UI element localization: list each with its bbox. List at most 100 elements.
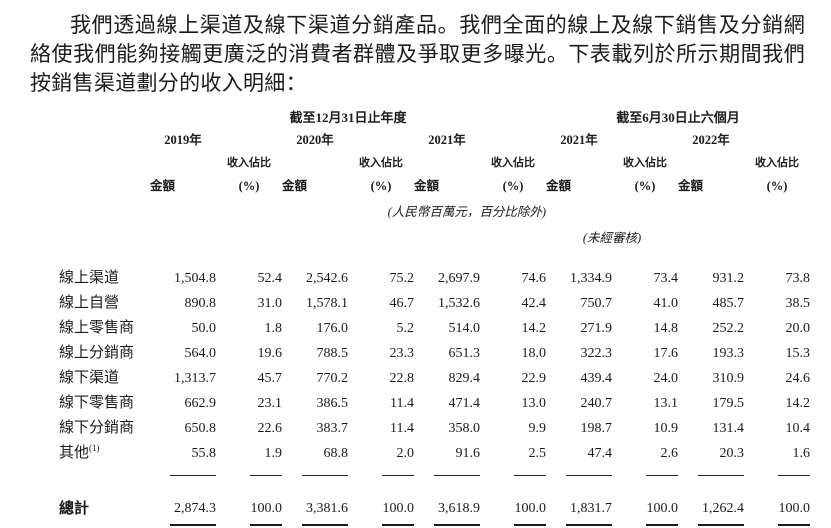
cell-value: 17.6	[653, 346, 679, 361]
cell-value: 75.2	[389, 271, 415, 286]
total-value: 100.0	[250, 501, 283, 516]
cell-value: 24.0	[653, 371, 679, 386]
cell-value: 73.4	[653, 271, 679, 286]
cell-value: 271.9	[580, 321, 613, 336]
cell-value: 31.0	[257, 296, 283, 311]
total-value: 2,874.3	[174, 501, 216, 516]
cell-value: 358.0	[448, 421, 481, 436]
row-label: 線上零售商	[59, 320, 135, 336]
share-header: 收入佔比	[755, 157, 799, 169]
total-value: 100.0	[778, 501, 811, 516]
cell-value: 11.4	[390, 396, 414, 411]
total-value: 100.0	[646, 501, 679, 516]
amount-percent-header-row: 金額 (%) 金額 (%) 金額 (%) 金額 (%) 金額 (%)	[59, 170, 810, 194]
cell-value: 1,334.9	[570, 271, 612, 286]
cell-value: 471.4	[448, 396, 481, 411]
cell-value: 750.7	[580, 296, 613, 311]
table-row: 線上零售商 50.0 1.8 176.0 5.2 514.0 14.2 271.9 14.8 25…	[59, 315, 810, 340]
rule-cell	[678, 465, 744, 481]
amount-rule	[302, 523, 348, 528]
cell-value: 829.4	[448, 371, 481, 386]
amount-header: 金額	[678, 179, 704, 193]
cell-value: 1.6	[792, 446, 811, 461]
total-row: 總計 2,874.3 100.0 3,381.6 100.0 3,618.9 100.0 1,…	[59, 497, 810, 519]
cell-value: 47.4	[587, 446, 613, 461]
cell-value: 240.7	[580, 396, 613, 411]
cell-value: 1,578.1	[306, 296, 348, 311]
row-label: 線下渠道	[59, 370, 120, 386]
group-header-annual: 截至12月31日止年度	[289, 110, 407, 125]
amount-header: 金額	[546, 179, 572, 193]
cell-value: 11.4	[390, 421, 414, 436]
cell-value: 14.2	[521, 321, 547, 336]
amount-header: 金額	[414, 179, 440, 193]
cell-value: 651.3	[448, 346, 481, 361]
percent-rule	[382, 475, 414, 476]
row-label: 其他(1)	[59, 443, 100, 462]
row-label: 線下零售商	[59, 395, 135, 411]
rule-cell	[414, 465, 480, 481]
cell-value: 2,542.6	[306, 271, 348, 286]
rule-cell	[546, 519, 612, 528]
year-2022-interim: 2022年	[692, 133, 730, 147]
percent-rule	[646, 523, 678, 528]
table-row: 線下渠道 1,313.7 45.7 770.2 22.8 829.4 22.9 439.4 24…	[59, 365, 810, 390]
cell-value: 24.6	[785, 371, 811, 386]
footnote-marker: (1)	[89, 443, 100, 453]
cell-value: 310.9	[712, 371, 745, 386]
rule-cell	[282, 519, 348, 528]
total-value: 100.0	[514, 501, 547, 516]
cell-value: 485.7	[712, 296, 745, 311]
single-rule-row	[59, 465, 810, 481]
table-body: 線上渠道 1,504.8 52.4 2,542.6 75.2 2,697.9 74.6 1,3…	[59, 265, 810, 528]
percent-rule	[778, 475, 810, 476]
cell-value: 252.2	[712, 321, 745, 336]
cell-value: 74.6	[521, 271, 547, 286]
cell-value: 9.9	[528, 421, 547, 436]
percent-header: (%)	[634, 179, 656, 193]
cell-value: 514.0	[448, 321, 481, 336]
total-value: 3,618.9	[438, 501, 480, 516]
cell-value: 68.8	[323, 446, 349, 461]
cell-value: 23.1	[257, 396, 283, 411]
share-header-row: 收入佔比 收入佔比 收入佔比 收入佔比 收入佔比	[59, 148, 810, 170]
amount-rule	[434, 475, 480, 476]
rule-cell-empty	[59, 519, 150, 528]
table-row: 線上分銷商 564.0 19.6 788.5 23.3 651.3 18.0 322.3 17.…	[59, 340, 810, 365]
total-value: 100.0	[382, 501, 415, 516]
cell-value: 22.6	[257, 421, 283, 436]
revenue-by-channel-table: 截至12月31日止年度 截至6月30日止六個月 2019年 2020年 2021…	[59, 104, 810, 528]
rule-cell	[150, 465, 216, 481]
cell-value: 931.2	[712, 271, 745, 286]
year-2019: 2019年	[164, 133, 202, 147]
share-header: 收入佔比	[227, 157, 271, 169]
cell-value: 662.9	[184, 396, 217, 411]
percent-rule	[250, 523, 282, 528]
table-row: 線上自營 890.8 31.0 1,578.1 46.7 1,532.6 42.4 750.7…	[59, 290, 810, 315]
total-value: 1,831.7	[570, 501, 612, 516]
cell-value: 198.7	[580, 421, 613, 436]
percent-header: (%)	[370, 179, 392, 193]
rule-cell	[348, 519, 414, 528]
row-label: 線上渠道	[59, 270, 120, 286]
amount-rule	[170, 523, 216, 528]
cell-value: 13.0	[521, 396, 547, 411]
cell-value: 1.8	[264, 321, 283, 336]
share-header: 收入佔比	[491, 157, 535, 169]
cell-value: 1.9	[264, 446, 283, 461]
rule-cell	[480, 465, 546, 481]
total-label: 總計	[59, 501, 90, 517]
cell-value: 22.8	[389, 371, 415, 386]
rule-cell	[612, 465, 678, 481]
percent-rule	[778, 523, 810, 528]
cell-value: 10.9	[653, 421, 679, 436]
rule-cell	[216, 519, 282, 528]
cell-value: 650.8	[184, 421, 217, 436]
row-label: 線上分銷商	[59, 345, 135, 361]
cell-value: 322.3	[580, 346, 613, 361]
amount-rule	[566, 475, 612, 476]
rule-cell	[744, 465, 810, 481]
cell-value: 45.7	[257, 371, 283, 386]
amount-rule	[698, 523, 744, 528]
